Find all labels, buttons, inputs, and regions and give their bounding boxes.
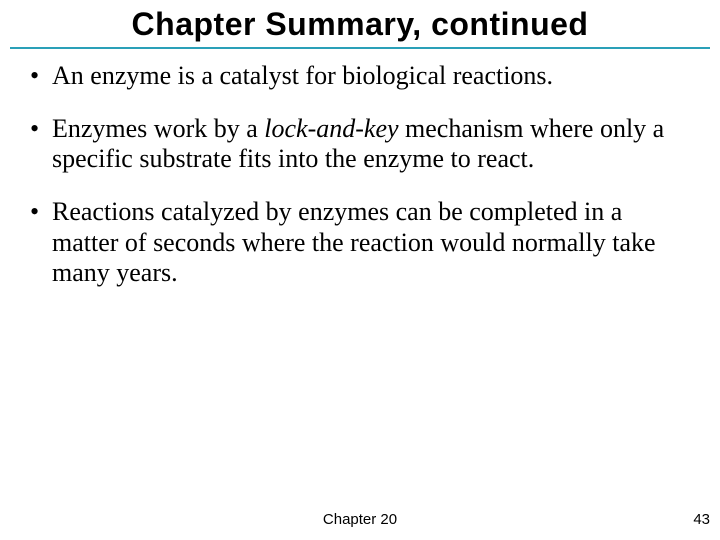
bullet-item: • Enzymes work by a lock-and-key mechani… <box>28 114 692 175</box>
bullet-item: • An enzyme is a catalyst for biological… <box>28 61 692 92</box>
bullet-text: An enzyme is a catalyst for biological r… <box>52 61 692 92</box>
bullet-item: • Reactions catalyzed by enzymes can be … <box>28 197 692 289</box>
page-number: 43 <box>693 511 710 528</box>
footer-chapter: Chapter 20 <box>0 511 720 528</box>
bullet-dot: • <box>28 197 52 228</box>
bullet-dot: • <box>28 114 52 145</box>
bullet-pre: Reactions catalyzed by enzymes can be co… <box>52 197 656 287</box>
bullet-pre: An enzyme is a catalyst for biological r… <box>52 61 553 90</box>
bullet-text: Enzymes work by a lock-and-key mechanism… <box>52 114 692 175</box>
page-title: Chapter Summary, continued <box>132 6 589 43</box>
bullet-dot: • <box>28 61 52 92</box>
content-area: • An enzyme is a catalyst for biological… <box>0 49 720 289</box>
bullet-pre: Enzymes work by a <box>52 114 264 143</box>
bullet-text: Reactions catalyzed by enzymes can be co… <box>52 197 692 289</box>
bullet-italic: lock-and-key <box>264 114 398 143</box>
title-container: Chapter Summary, continued <box>0 0 720 43</box>
